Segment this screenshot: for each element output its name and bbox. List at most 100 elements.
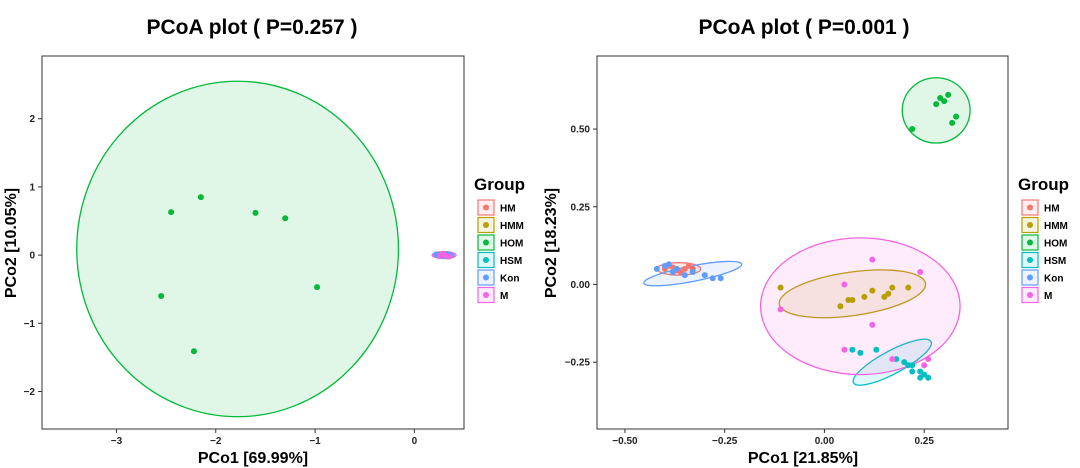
legend-label: HMM bbox=[1044, 221, 1068, 232]
x-axis-title: PCo1 [69.99%] bbox=[198, 450, 308, 467]
data-point-hom bbox=[941, 98, 948, 105]
data-point-kon bbox=[689, 269, 696, 276]
data-point-kon bbox=[665, 261, 672, 268]
data-point-hmm bbox=[905, 284, 912, 291]
legend-label: HSM bbox=[1044, 256, 1066, 267]
data-point-m bbox=[921, 362, 928, 369]
x-tick-label: 0 bbox=[412, 436, 418, 447]
data-point-hm bbox=[681, 265, 688, 272]
data-point-m bbox=[446, 253, 453, 260]
data-point-hom bbox=[949, 119, 956, 126]
legend-marker bbox=[483, 292, 489, 298]
legend-marker bbox=[483, 257, 489, 263]
data-point-m bbox=[925, 356, 932, 363]
plot-panel bbox=[596, 55, 1009, 430]
data-point-hom bbox=[158, 293, 165, 300]
data-point-hmm bbox=[889, 284, 896, 291]
pcoa-plot-left: PCoA plot ( P=0.257 ) −3 −2 −1 0 −2 −1 0 1 2 PC… bbox=[3, 16, 525, 467]
plot-panel bbox=[41, 55, 465, 430]
data-point-m bbox=[889, 356, 896, 363]
data-point-hom bbox=[945, 91, 952, 98]
data-point-kon bbox=[701, 272, 708, 279]
y-tick-label: 0 bbox=[29, 251, 35, 262]
legend-marker bbox=[483, 274, 489, 281]
legend-marker bbox=[1027, 257, 1033, 263]
data-point-hom bbox=[190, 348, 197, 355]
legend-marker bbox=[483, 204, 489, 211]
data-point-hom bbox=[909, 126, 916, 133]
legend-label: M bbox=[500, 291, 508, 302]
x-tick-label: −2 bbox=[210, 436, 222, 447]
data-point-kon bbox=[673, 265, 680, 272]
legend-marker bbox=[1027, 204, 1033, 211]
data-point-hom bbox=[282, 215, 289, 222]
data-point-hom bbox=[252, 209, 259, 216]
data-point-m bbox=[841, 346, 848, 353]
data-point-kon bbox=[681, 272, 688, 279]
legend: Group HM HMM HOM HSM Kon M bbox=[474, 175, 525, 304]
data-point-hsm bbox=[873, 346, 880, 353]
plot-title: PCoA plot ( P=0.001 ) bbox=[698, 16, 909, 39]
y-tick-label: 1 bbox=[29, 182, 35, 193]
y-axis-title: PCo2 [10.05%] bbox=[3, 188, 20, 298]
legend-label: HM bbox=[1044, 204, 1060, 215]
data-point-hom bbox=[197, 194, 204, 201]
x-tick-label: 0.00 bbox=[815, 436, 835, 447]
y-tick-label: 0.50 bbox=[571, 125, 591, 136]
data-point-hmm bbox=[861, 293, 868, 300]
data-point-m bbox=[917, 269, 924, 276]
x-tick-label: −3 bbox=[111, 436, 123, 447]
y-axis-title: PCo2 [18.23%] bbox=[543, 188, 560, 298]
legend-marker bbox=[1027, 222, 1033, 228]
y-tick-label: −2 bbox=[24, 387, 36, 398]
data-point-hom bbox=[168, 209, 175, 216]
legend-marker bbox=[1027, 274, 1033, 281]
x-tick-label: −1 bbox=[309, 436, 321, 447]
legend-label: M bbox=[1044, 291, 1052, 302]
confidence-ellipse-hom bbox=[76, 80, 400, 418]
data-point-hsm bbox=[849, 346, 856, 353]
data-point-m bbox=[869, 256, 876, 263]
data-point-m bbox=[777, 306, 784, 313]
plot-title: PCoA plot ( P=0.257 ) bbox=[146, 16, 357, 39]
legend-label: HMM bbox=[500, 221, 524, 232]
legend-label: HSM bbox=[500, 256, 522, 267]
data-point-hsm bbox=[857, 349, 864, 356]
x-tick-label: 0.25 bbox=[914, 436, 934, 447]
data-point-m bbox=[440, 250, 447, 257]
legend-label: HOM bbox=[1044, 239, 1067, 250]
y-tick-label: 2 bbox=[29, 114, 35, 125]
data-point-m bbox=[841, 281, 848, 288]
data-point-hom bbox=[953, 113, 960, 120]
y-tick-label: −1 bbox=[24, 319, 36, 330]
x-tick-label: −0.50 bbox=[612, 436, 638, 447]
legend-label: HM bbox=[500, 204, 516, 215]
data-point-hmm bbox=[777, 284, 784, 291]
data-point-hmm bbox=[869, 287, 876, 294]
legend-marker bbox=[1027, 292, 1033, 298]
confidence-ellipse-hom bbox=[901, 77, 971, 144]
legend: Group HM HMM HOM HSM Kon M bbox=[1018, 175, 1069, 304]
legend-marker bbox=[1027, 239, 1033, 246]
data-point-hom bbox=[933, 101, 940, 108]
data-point-kon bbox=[709, 275, 716, 282]
data-point-hmm bbox=[837, 303, 844, 310]
legend-label: HOM bbox=[500, 239, 523, 250]
data-point-m bbox=[869, 321, 876, 328]
pcoa-plot-right: PCoA plot ( P=0.001 ) −0.50 −0.25 0.00 0.25… bbox=[543, 16, 1069, 467]
data-point-hmm bbox=[849, 297, 856, 304]
data-point-hsm bbox=[925, 374, 932, 381]
data-point-kon bbox=[653, 265, 660, 272]
x-tick-label: −0.25 bbox=[712, 436, 738, 447]
data-point-kon bbox=[717, 275, 724, 282]
legend-label: Kon bbox=[1044, 274, 1063, 285]
y-tick-label: −0.25 bbox=[565, 358, 591, 369]
legend-label: Kon bbox=[500, 274, 519, 285]
y-tick-label: 0.25 bbox=[571, 202, 591, 213]
legend-title: Group bbox=[474, 175, 525, 194]
x-axis-title: PCo1 [21.85%] bbox=[748, 450, 858, 467]
legend-title: Group bbox=[1018, 175, 1069, 194]
data-point-hsm bbox=[909, 362, 916, 369]
data-point-hsm bbox=[909, 368, 916, 375]
